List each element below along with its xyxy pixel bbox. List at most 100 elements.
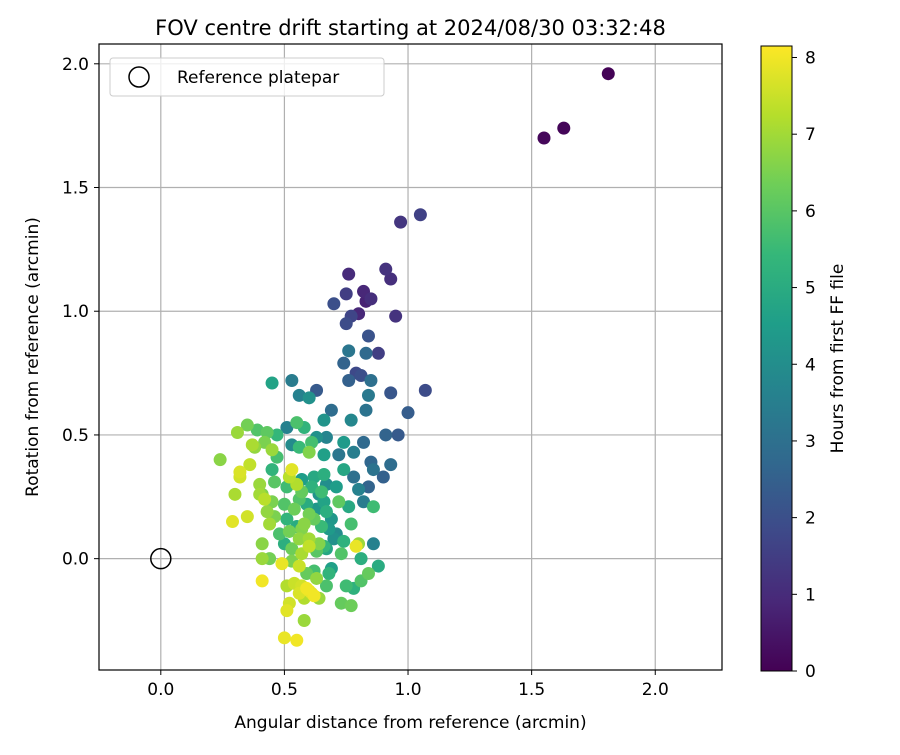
data-point	[537, 131, 551, 145]
data-point	[401, 406, 415, 420]
data-point	[342, 344, 356, 358]
data-point	[344, 413, 358, 427]
data-point	[297, 517, 311, 531]
data-point	[384, 458, 398, 472]
data-point	[361, 388, 375, 402]
reference-platepar-point	[150, 547, 172, 570]
data-point	[302, 539, 316, 553]
data-point	[557, 121, 571, 135]
data-point	[337, 356, 351, 370]
colorbar: 0 1 2 3 4 5 6 7 8 Hours from first FF file	[760, 45, 848, 682]
data-point	[240, 510, 254, 524]
data-point	[327, 532, 341, 546]
x-tick-label: 1.0	[395, 680, 422, 700]
x-axis-label: Angular distance from reference (arcmin)	[234, 713, 586, 733]
data-point	[413, 208, 427, 222]
data-point	[270, 428, 284, 442]
data-point	[347, 470, 361, 484]
data-point	[310, 571, 324, 585]
data-point	[334, 547, 348, 561]
colorbar-tick-label: 6	[805, 202, 816, 222]
data-point	[364, 292, 378, 306]
y-tick-label: 0.0	[62, 550, 89, 570]
data-point	[361, 329, 375, 343]
data-point	[228, 487, 242, 501]
data-point	[376, 470, 390, 484]
ticks-layer: 0.0 0.5 1.0 1.5 2.0 0.0 0.5 1.0 1.5 2.0	[62, 55, 669, 700]
data-point	[307, 470, 321, 484]
chart-title: FOV centre drift starting at 2024/08/30 …	[155, 16, 666, 40]
data-point	[329, 480, 343, 494]
data-point	[359, 403, 373, 417]
data-point	[364, 374, 378, 388]
legend-label: Reference platepar	[177, 68, 339, 88]
data-point	[292, 388, 306, 402]
data-point	[263, 517, 277, 531]
data-point	[290, 416, 304, 430]
data-point	[302, 391, 316, 405]
data-point	[292, 440, 306, 454]
colorbar-tick-label: 8	[805, 49, 816, 69]
data-point	[319, 579, 333, 593]
data-point	[366, 463, 380, 477]
data-point	[394, 215, 408, 229]
data-point	[272, 527, 286, 541]
data-point	[371, 346, 385, 360]
data-point	[268, 475, 282, 489]
colorbar-tick-label: 7	[805, 125, 816, 145]
y-tick-label: 1.5	[62, 179, 89, 199]
data-point	[332, 448, 346, 462]
data-point	[322, 567, 336, 581]
x-tick-label: 1.5	[518, 680, 545, 700]
data-point	[418, 383, 432, 397]
data-point	[361, 480, 375, 494]
data-point	[357, 435, 371, 449]
data-point	[265, 443, 279, 457]
colorbar-tick-label: 5	[805, 279, 816, 299]
data-point	[317, 468, 331, 482]
data-point	[352, 482, 366, 496]
data-point	[265, 463, 279, 477]
data-point	[334, 596, 348, 610]
colorbar-gradient	[760, 45, 793, 672]
data-point	[317, 413, 331, 427]
data-point	[319, 505, 333, 519]
data-point	[258, 492, 272, 506]
colorbar-tick-label: 4	[805, 355, 816, 375]
data-point	[332, 495, 346, 509]
data-point	[265, 376, 279, 390]
data-point	[339, 579, 353, 593]
colorbar-tick-label: 2	[805, 509, 816, 529]
data-point	[245, 438, 259, 452]
data-point	[319, 430, 333, 444]
data-point	[302, 507, 316, 521]
data-point	[213, 453, 227, 467]
y-axis-label: Rotation from reference (arcmin)	[23, 217, 43, 497]
x-tick-label: 0.5	[271, 680, 298, 700]
data-point	[260, 425, 274, 439]
data-point	[339, 287, 353, 301]
colorbar-ticks: 0 1 2 3 4 5 6 7 8	[792, 49, 816, 682]
data-point	[344, 517, 358, 531]
data-point	[300, 581, 314, 595]
data-point	[260, 505, 274, 519]
data-point	[317, 448, 331, 462]
x-tick-label: 2.0	[642, 680, 669, 700]
y-tick-label: 1.0	[62, 302, 89, 322]
colorbar-tick-label: 0	[805, 662, 816, 682]
y-tick-label: 0.5	[62, 426, 89, 446]
data-point	[359, 346, 373, 360]
data-point	[282, 524, 296, 538]
data-point	[317, 495, 331, 509]
plot-frame	[98, 43, 723, 671]
data-point	[285, 542, 299, 556]
data-point	[280, 421, 294, 435]
data-point	[342, 267, 356, 281]
data-point	[349, 539, 363, 553]
data-point	[255, 552, 269, 566]
data-point	[226, 515, 239, 529]
data-point	[305, 480, 319, 494]
data-point	[277, 631, 291, 645]
